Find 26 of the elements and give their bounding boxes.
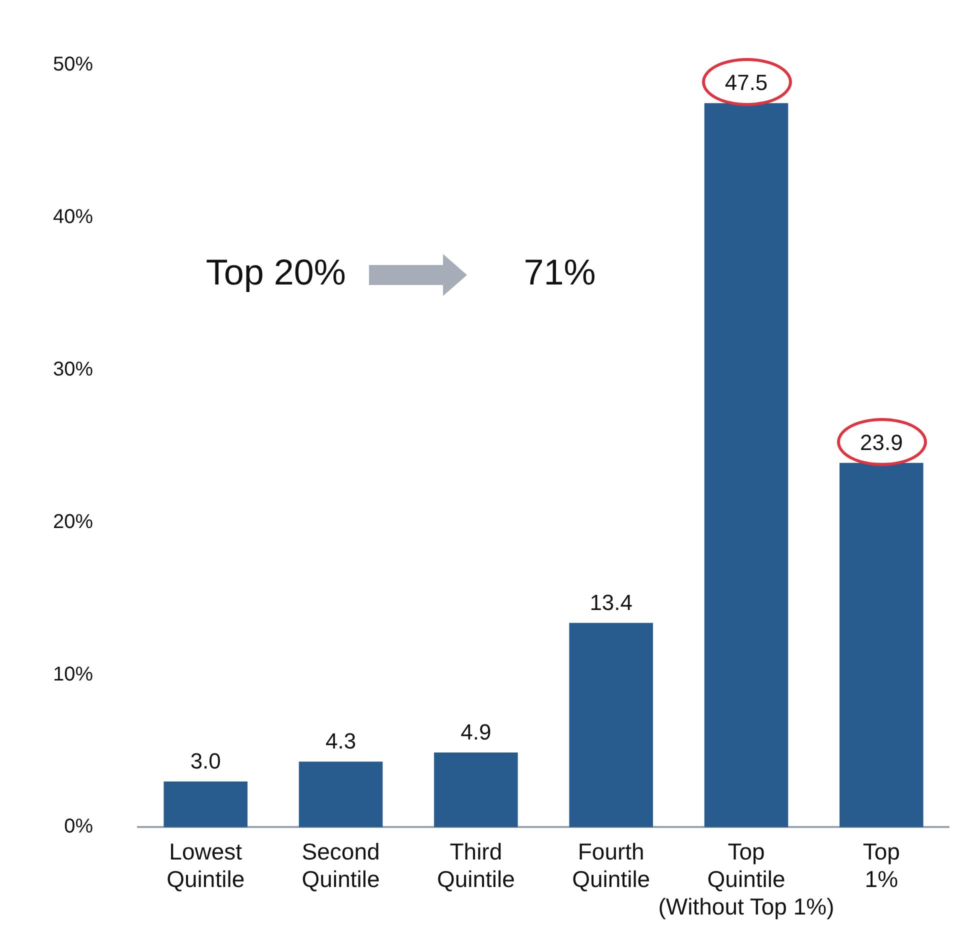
bar xyxy=(840,462,924,828)
data-label: 23.9 xyxy=(860,430,903,455)
bar xyxy=(434,752,518,828)
y-tick-label: 40% xyxy=(53,206,94,228)
data-label: 47.5 xyxy=(724,70,768,96)
y-tick-label: 10% xyxy=(53,663,94,686)
bar xyxy=(164,781,248,828)
data-label: 4.3 xyxy=(325,728,356,754)
annotation: Top 20% xyxy=(206,252,346,293)
y-tick-label: 30% xyxy=(53,358,94,380)
y-tick-label: 0% xyxy=(64,816,94,838)
x-tick-label: Second Quintile xyxy=(302,838,380,892)
data-label: 13.4 xyxy=(590,590,633,615)
y-tick-label: 50% xyxy=(53,54,94,76)
data-label: 4.9 xyxy=(460,720,492,745)
bar xyxy=(298,762,383,828)
data-label: 3.0 xyxy=(190,748,221,774)
annotation: 71% xyxy=(524,252,596,293)
x-tick-label: Top 1% xyxy=(862,838,900,892)
bar xyxy=(704,103,788,828)
x-tick-label: Fourth Quintile xyxy=(572,838,650,892)
y-tick-label: 20% xyxy=(53,510,94,533)
x-tick-label: Third Quintile xyxy=(436,838,515,892)
x-tick-label: Top Quintile (Without Top 1%) xyxy=(658,838,834,920)
x-tick-label: Lowest Quintile xyxy=(166,838,245,892)
bar xyxy=(569,622,653,828)
